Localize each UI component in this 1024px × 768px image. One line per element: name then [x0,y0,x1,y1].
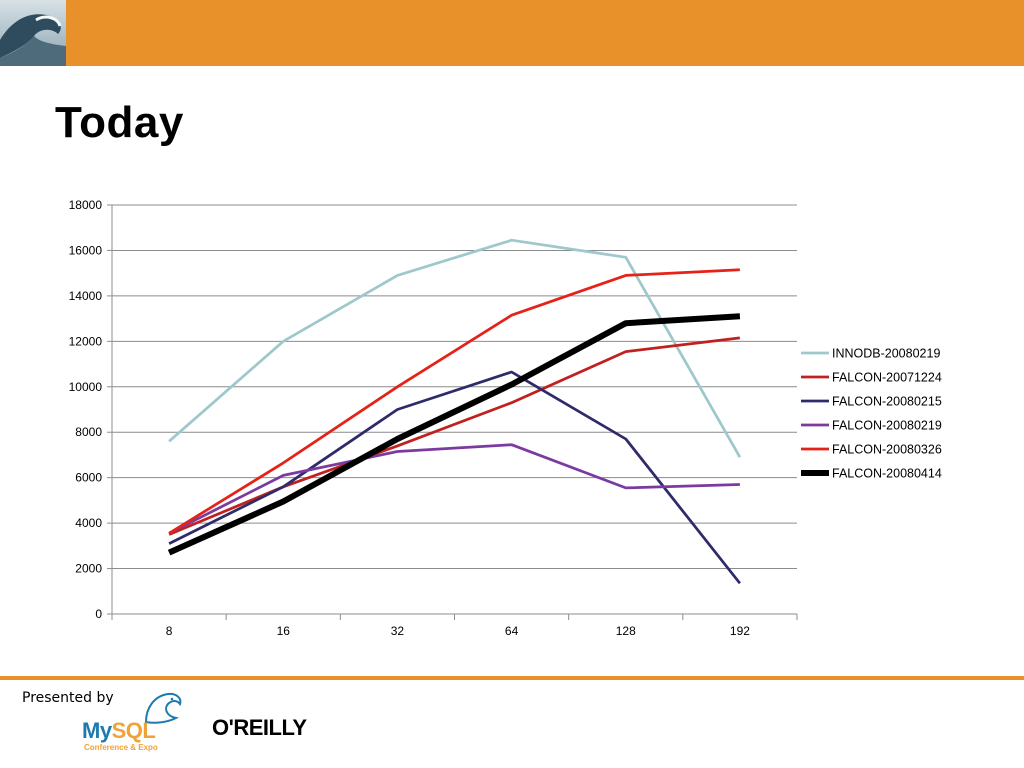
legend-label: FALCON-20080326 [832,443,942,457]
slide-title: Today [55,98,184,147]
legend-label: FALCON-20080219 [832,419,942,433]
y-tick-label: 6000 [75,471,102,485]
x-tick-label: 8 [166,624,173,638]
series-line [168,370,741,585]
axes: 0 2000 4000 6000 8000 10000 12000 14000 16000 180… [69,198,798,638]
header-bar [0,0,1024,66]
legend-label: FALCON-20071224 [832,371,942,385]
footer-rule [0,676,1024,680]
series-line [167,313,741,556]
y-tick-label: 0 [95,607,102,621]
y-tick-label: 18000 [69,198,103,212]
y-tick-label: 14000 [69,289,103,303]
x-tick-label: 192 [730,624,750,638]
wave-logo [0,0,66,66]
mysql-conference-logo [80,690,190,754]
presented-by-label: Presented by [22,690,114,706]
y-tick-label: 2000 [75,562,102,576]
y-tick-label: 10000 [69,380,103,394]
x-tick-label: 32 [391,624,405,638]
legend: INNODB-20080219 FALCON-20071224 FALCON-200… [801,347,942,481]
x-tick-label: 128 [616,624,636,638]
series-lines [167,238,742,585]
oreilly-logo: O'REILLY [212,715,307,740]
legend-label: FALCON-20080215 [832,395,942,409]
legend-label: FALCON-20080414 [832,467,942,481]
legend-label: INNODB-20080219 [832,347,940,361]
x-tick-label: 64 [505,624,519,638]
series-line [168,238,742,458]
y-tick-label: 8000 [75,425,102,439]
series-line [168,268,740,535]
series-line [168,443,740,535]
mysql-wordmark: MySQL [82,718,156,743]
y-tick-label: 4000 [75,516,102,530]
line-chart: 0 2000 4000 6000 8000 10000 12000 14000 16000 180… [69,198,942,638]
x-tick-label: 16 [277,624,291,638]
y-tick-label: 16000 [69,243,103,257]
y-tick-label: 12000 [69,334,103,348]
mysql-subtitle: Conference & Expo [84,743,158,752]
